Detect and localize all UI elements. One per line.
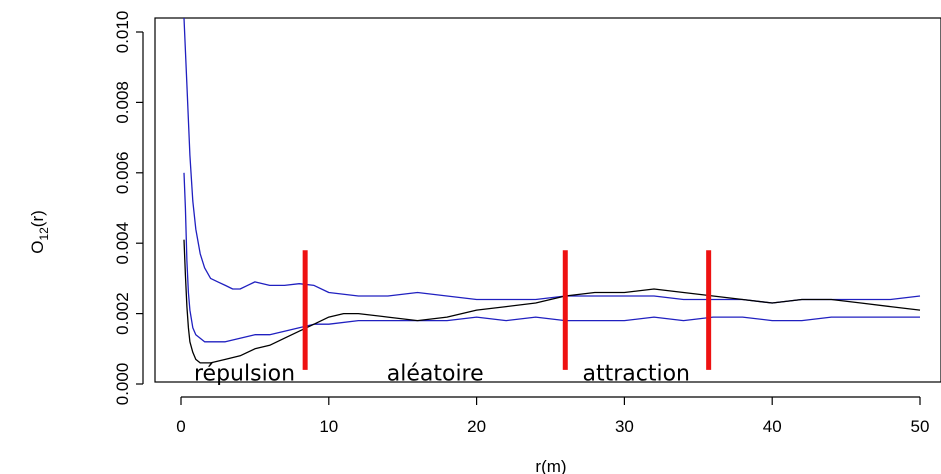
x-tick-label: 30 xyxy=(615,417,634,436)
y-axis-title-tail: (r) xyxy=(28,210,47,227)
svg-text:O12(r): O12(r) xyxy=(28,210,51,254)
y-tick-label: 0.008 xyxy=(113,81,132,124)
y-tick-label: 0.000 xyxy=(113,363,132,406)
x-tick-label: 50 xyxy=(911,417,930,436)
y-tick-label: 0.002 xyxy=(113,292,132,335)
annotations: répulsion aléatoire attraction xyxy=(194,361,690,386)
plot-frame xyxy=(154,17,941,383)
x-tick-label: 40 xyxy=(763,417,782,436)
series-line-3 xyxy=(183,239,921,364)
y-axis-title-sub: 12 xyxy=(37,227,51,241)
y-axis: 0.000 0.002 0.004 0.006 0.008 0.010 xyxy=(113,11,144,406)
series-line-1 xyxy=(183,17,921,304)
y-axis-title: O12(r) xyxy=(28,210,51,254)
annotation-3: attraction xyxy=(582,361,690,386)
series-line-2 xyxy=(183,172,920,343)
annotation-1: répulsion xyxy=(194,361,295,386)
y-tick-label: 0.004 xyxy=(113,222,132,265)
x-axis: 0 10 20 30 40 50 xyxy=(176,396,930,436)
x-axis-title: r(m) xyxy=(535,457,566,474)
data-lines xyxy=(183,17,921,364)
y-axis-title-main: O xyxy=(28,241,47,254)
x-tick-label: 10 xyxy=(319,417,338,436)
x-tick-label: 0 xyxy=(176,417,185,436)
y-tick-label: 0.006 xyxy=(113,152,132,195)
annotation-2: aléatoire xyxy=(387,361,484,386)
x-tick-label: 20 xyxy=(467,417,486,436)
marker-lines xyxy=(302,250,712,370)
y-tick-label: 0.010 xyxy=(113,11,132,54)
